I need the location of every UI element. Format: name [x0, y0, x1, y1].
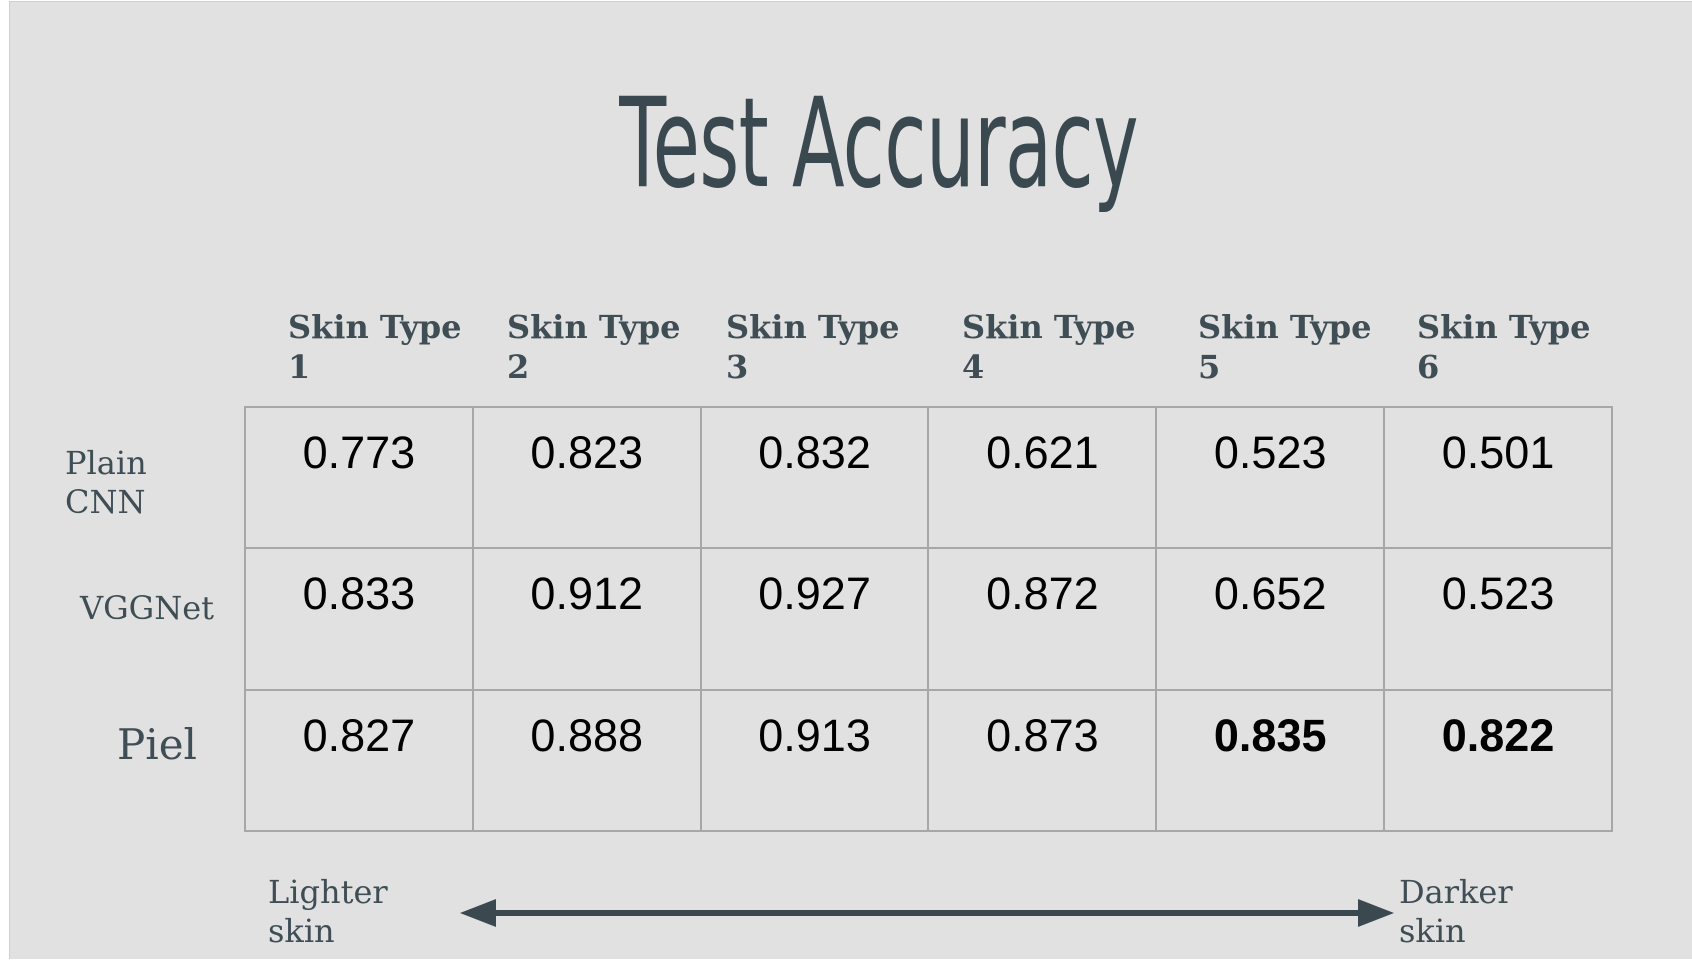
table-cell: 0.523	[1383, 547, 1613, 691]
table-cell: 0.912	[471, 547, 702, 691]
scale-label-line: Lighter	[268, 873, 388, 911]
column-header-line: 5	[1198, 348, 1221, 386]
table-cell: 0.873	[927, 688, 1158, 833]
column-header-skin-type-1: Skin Type 1	[288, 307, 488, 387]
column-header-line: Skin Type	[288, 308, 462, 346]
row-header-line: Piel	[117, 720, 197, 769]
row-header-piel: Piel	[117, 720, 197, 770]
column-header-line: 1	[288, 348, 311, 386]
table-cell: 0.621	[927, 405, 1158, 550]
column-header-skin-type-4: Skin Type 4	[962, 307, 1162, 387]
table-cell-best: 0.835	[1155, 688, 1386, 833]
slide-title: Test Accuracy	[619, 72, 1139, 216]
column-header-line: 4	[962, 348, 985, 386]
table-cell: 0.827	[244, 688, 474, 833]
table-cell: 0.832	[699, 405, 930, 550]
table-cell: 0.773	[244, 405, 474, 550]
column-header-line: Skin Type	[1417, 308, 1591, 346]
row-header-vggnet: VGGNet	[80, 589, 214, 628]
column-header-skin-type-6: Skin Type 6	[1417, 307, 1617, 387]
column-header-skin-type-3: Skin Type 3	[726, 307, 926, 387]
column-header-line: 6	[1417, 348, 1440, 386]
scale-label-line: skin	[1399, 912, 1466, 950]
table-cell: 0.523	[1155, 405, 1386, 550]
table-cell: 0.823	[471, 405, 702, 550]
table-cell: 0.833	[244, 547, 474, 691]
column-header-line: Skin Type	[726, 308, 900, 346]
column-header-line: 2	[507, 348, 530, 386]
accuracy-table: 0.773 0.823 0.832 0.621 0.523 0.501 0.83…	[244, 405, 1613, 833]
column-header-line: Skin Type	[962, 308, 1136, 346]
scale-label-line: Darker	[1399, 873, 1513, 911]
double-arrow-icon	[460, 899, 1394, 927]
table-cell: 0.872	[927, 547, 1158, 691]
row-header-line: Plain	[65, 444, 147, 482]
column-header-line: Skin Type	[507, 308, 681, 346]
column-header-skin-type-2: Skin Type 2	[507, 307, 707, 387]
table-row-piel: 0.827 0.888 0.913 0.873 0.835 0.822	[244, 688, 1613, 833]
row-header-plain-cnn: Plain CNN	[65, 444, 147, 522]
column-header-line: 3	[726, 348, 749, 386]
table-cell: 0.501	[1383, 405, 1613, 550]
lighter-skin-label: Lighter skin	[268, 873, 388, 951]
darker-skin-label: Darker skin	[1399, 873, 1513, 951]
scale-label-line: skin	[268, 912, 335, 950]
table-cell: 0.888	[471, 688, 702, 833]
row-header-line: VGGNet	[80, 589, 215, 627]
row-header-line: CNN	[65, 483, 146, 521]
column-header-line: Skin Type	[1198, 308, 1372, 346]
table-cell-best: 0.822	[1383, 688, 1613, 833]
table-cell: 0.652	[1155, 547, 1386, 691]
table-cell: 0.913	[699, 688, 930, 833]
table-cell: 0.927	[699, 547, 930, 691]
table-row-plain-cnn: 0.773 0.823 0.832 0.621 0.523 0.501	[244, 405, 1613, 550]
table-row-vggnet: 0.833 0.912 0.927 0.872 0.652 0.523	[244, 547, 1613, 691]
slide: Test Accuracy Skin Type 1 Skin Type 2 Sk…	[9, 1, 1692, 959]
column-header-skin-type-5: Skin Type 5	[1198, 307, 1398, 387]
